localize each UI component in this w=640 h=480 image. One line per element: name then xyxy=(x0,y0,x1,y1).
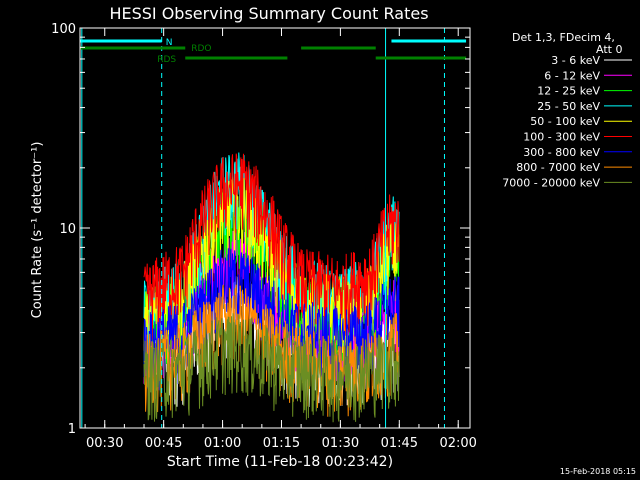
x-tick-label-0: 00:30 xyxy=(86,436,123,451)
legend-header-line-1: Att 0 xyxy=(596,43,622,56)
x-tick-label-6: 02:00 xyxy=(439,436,476,451)
x-axis-label: Start Time (11-Feb-18 00:23:42) xyxy=(167,454,393,470)
x-tick-label-5: 01:45 xyxy=(381,436,418,451)
y-tick-label-0: 1 xyxy=(68,422,76,437)
series-line-5 xyxy=(143,153,400,340)
x-tick-label-3: 01:15 xyxy=(263,436,300,451)
chart-title: HESSI Observing Summary Count Rates xyxy=(109,4,428,23)
legend-entry-label-6: 300 - 800 keV xyxy=(523,146,600,159)
y-axis: 1 10 100 xyxy=(51,22,470,437)
x-tick-label-2: 01:00 xyxy=(204,436,241,451)
y-axis-label: Count Rate (s⁻¹ detector⁻¹) xyxy=(30,142,45,319)
x-tick-label-4: 01:30 xyxy=(322,436,359,451)
legend-header-line-0: Det 1,3, FDecim 4, xyxy=(512,31,615,44)
flag-label-rds: RDS xyxy=(157,55,176,65)
footer-timestamp: 15-Feb-2018 05:15 xyxy=(560,467,636,476)
legend-entry-label-1: 6 - 12 keV xyxy=(544,69,600,82)
y-tick-label-1: 10 xyxy=(59,222,76,237)
flag-label-rdo: RDO xyxy=(191,44,211,54)
legend-entry-label-5: 100 - 300 keV xyxy=(523,131,600,144)
y-tick-label-2: 100 xyxy=(51,22,76,37)
legend-entry-label-3: 25 - 50 keV xyxy=(537,100,600,113)
legend-entry-label-0: 3 - 6 keV xyxy=(551,54,600,67)
legend-entry-label-2: 12 - 25 keV xyxy=(537,85,600,98)
x-axis: 00:30 00:45 01:00 01:15 01:30 01:45 02:00 xyxy=(84,28,477,451)
legend-entry-label-8: 7000 - 20000 keV xyxy=(502,176,600,189)
flag-label-n: N xyxy=(166,38,173,48)
series-line-8 xyxy=(143,313,400,423)
x-tick-label-1: 00:45 xyxy=(145,436,182,451)
legend-entry-label-4: 50 - 100 keV xyxy=(530,115,600,128)
series-layer xyxy=(143,152,400,423)
legend-entry-label-7: 800 - 7000 keV xyxy=(516,161,600,174)
flag-layer: N RDO RDS xyxy=(80,38,467,65)
legend: Det 1,3, FDecim 4,Att 03 - 6 keV 6 - 12 k… xyxy=(502,31,632,189)
